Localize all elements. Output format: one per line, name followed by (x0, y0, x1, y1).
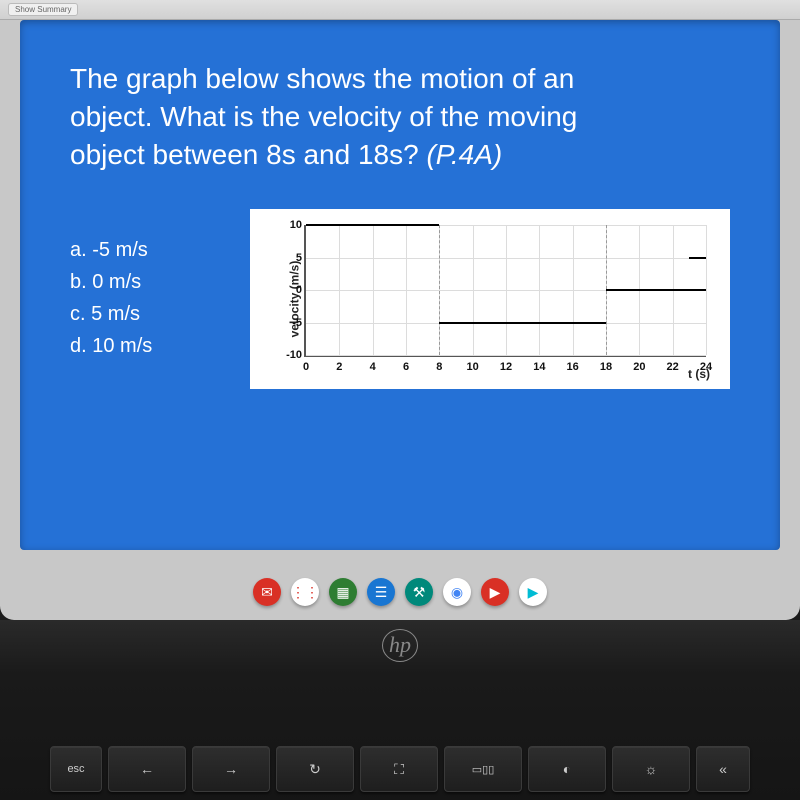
y-tick: 10 (284, 219, 302, 231)
mail-icon[interactable]: ✉ (253, 578, 281, 606)
show-summary-button[interactable]: Show Summary (8, 3, 78, 16)
x-tick: 0 (303, 361, 309, 373)
answer-option[interactable]: b. 0 m/s (70, 266, 220, 298)
key[interactable]: ◐ (528, 746, 606, 792)
x-tick: 2 (336, 361, 342, 373)
x-tick: 10 (467, 361, 479, 373)
x-tick: 20 (633, 361, 645, 373)
answer-option[interactable]: c. 5 m/s (70, 298, 220, 330)
x-tick: 14 (533, 361, 545, 373)
content-row: a. -5 m/sb. 0 m/sc. 5 m/sd. 10 m/s veloc… (70, 209, 730, 389)
key[interactable]: ↻ (276, 746, 354, 792)
laptop-body: hp esc←→↻⛶▭▯▯◐☼« (0, 620, 800, 800)
velocity-chart: velocity (m/s) t (s) 0246810121416182022… (250, 209, 730, 389)
y-tick: 5 (284, 252, 302, 264)
plot-segment (439, 322, 606, 324)
grid-icon[interactable]: ▦ (329, 578, 357, 606)
chrome-icon[interactable]: ◉ (443, 578, 471, 606)
x-tick: 8 (436, 361, 442, 373)
question-text: The graph below shows the motion of an o… (70, 60, 730, 173)
x-tick: 6 (403, 361, 409, 373)
question-line-1: The graph below shows the motion of an (70, 63, 574, 94)
question-line-2: object. What is the velocity of the movi… (70, 101, 577, 132)
x-tick: 24 (700, 361, 712, 373)
doc-icon[interactable]: ☰ (367, 578, 395, 606)
x-tick: 12 (500, 361, 512, 373)
slide-viewport: The graph below shows the motion of an o… (20, 20, 780, 550)
tool-icon[interactable]: ⚒ (405, 578, 433, 606)
youtube-icon[interactable]: ▶ (481, 578, 509, 606)
key[interactable]: « (696, 746, 750, 792)
browser-toolbar: Show Summary (0, 0, 800, 20)
y-tick: -10 (284, 349, 302, 361)
plot-segment (689, 257, 706, 259)
laptop-screen: Show Summary The graph below shows the m… (0, 0, 800, 620)
x-tick: 18 (600, 361, 612, 373)
y-tick: -5 (284, 317, 302, 329)
play-icon[interactable]: ▶ (519, 578, 547, 606)
apps-icon[interactable]: ⋮⋮ (291, 578, 319, 606)
x-tick: 16 (567, 361, 579, 373)
answer-list: a. -5 m/sb. 0 m/sc. 5 m/sd. 10 m/s (70, 209, 220, 362)
plot-segment (306, 224, 439, 226)
key[interactable]: ☼ (612, 746, 690, 792)
question-standard: (P.4A) (426, 139, 502, 170)
question-line-3: object between 8s and 18s? (70, 139, 426, 170)
y-tick: 0 (284, 284, 302, 296)
keyboard-row: esc←→↻⛶▭▯▯◐☼« (0, 746, 800, 792)
key[interactable]: → (192, 746, 270, 792)
answer-option[interactable]: d. 10 m/s (70, 330, 220, 362)
hp-logo: hp (382, 632, 418, 658)
x-tick: 4 (370, 361, 376, 373)
plot-area: 024681012141618202224-10-50510 (304, 225, 706, 357)
plot-segment (606, 289, 706, 291)
key[interactable]: esc (50, 746, 102, 792)
key[interactable]: ▭▯▯ (444, 746, 522, 792)
x-tick: 22 (667, 361, 679, 373)
answer-option[interactable]: a. -5 m/s (70, 234, 220, 266)
key[interactable]: ⛶ (360, 746, 438, 792)
taskbar: ✉ ⋮⋮ ▦ ☰ ⚒ ◉ ▶ ▶ (253, 578, 547, 606)
key[interactable]: ← (108, 746, 186, 792)
